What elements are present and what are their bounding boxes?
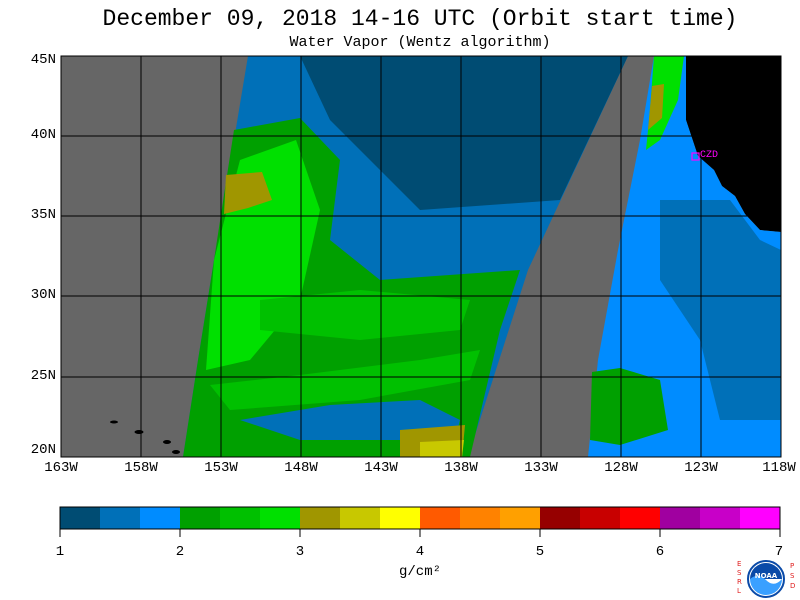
left-swath-dry-core — [300, 56, 628, 210]
colorbar-swatch — [740, 507, 780, 529]
colorbar-swatch — [460, 507, 500, 529]
island — [134, 430, 144, 434]
colorbar-swatch — [620, 507, 660, 529]
left-swath-band-b — [210, 350, 480, 410]
logo-letter: E — [737, 560, 741, 568]
colorbar-tick-6: 6 — [655, 544, 665, 560]
left-swath-band-a — [260, 290, 470, 340]
lat-label-20n: 20N — [30, 442, 56, 458]
colorbar-tick-5: 5 — [535, 544, 545, 560]
lon-label-163w: 163W — [44, 460, 78, 476]
colorbar-swatch — [580, 507, 620, 529]
colorbar-swatch — [220, 507, 260, 529]
logo-letter: R — [737, 578, 742, 586]
island — [110, 420, 118, 424]
land-area — [676, 56, 781, 232]
page-title: December 09, 2018 14-16 UTC (Orbit start… — [102, 6, 738, 32]
lon-label-128w: 128W — [604, 460, 638, 476]
lat-label-40n: 40N — [30, 127, 56, 143]
island — [172, 450, 180, 454]
station-marker — [691, 152, 700, 161]
colorbar-swatch — [100, 507, 140, 529]
logo-letter: S — [737, 569, 742, 577]
lat-label-25n: 25N — [30, 368, 56, 384]
colorbar-swatch — [540, 507, 580, 529]
lon-label-153w: 153W — [204, 460, 238, 476]
lat-label-30n: 30N — [30, 287, 56, 303]
lat-label-35n: 35N — [30, 207, 56, 223]
logo-letter: L — [737, 587, 741, 595]
colorbar-swatch — [420, 507, 460, 529]
colorbar-swatch — [60, 507, 100, 529]
logo-letter: P — [790, 562, 794, 570]
colorbar-units: g/cm² — [398, 564, 441, 580]
svg-text:NOAA: NOAA — [755, 572, 778, 580]
colorbar-swatch — [380, 507, 420, 529]
colorbar-tick-7: 7 — [774, 544, 784, 560]
station-label: CZD — [700, 150, 718, 161]
colorbar-tick-3: 3 — [295, 544, 305, 560]
colorbar-tick-4: 4 — [415, 544, 425, 560]
right-swath-coastal-olive — [648, 84, 664, 130]
right-swath-coastal-moist — [646, 56, 684, 150]
lon-label-148w: 148W — [284, 460, 318, 476]
page-subtitle: Water Vapor (Wentz algorithm) — [289, 34, 551, 51]
lon-label-123w: 123W — [684, 460, 718, 476]
lon-label-143w: 143W — [364, 460, 398, 476]
map-frame — [60, 55, 782, 458]
colorbar-swatch — [700, 507, 740, 529]
lon-label-133w: 133W — [524, 460, 558, 476]
colorbar-tick-2: 2 — [175, 544, 185, 560]
left-swath-peak-olive — [224, 172, 272, 214]
colorbar-swatch — [340, 507, 380, 529]
lat-label-45n: 45N — [30, 52, 56, 68]
lon-label-118w: 118W — [762, 460, 796, 476]
left-swath-edge-yellow — [420, 440, 464, 457]
colorbar-swatch — [660, 507, 700, 529]
colorbar-swatch — [180, 507, 220, 529]
island — [163, 440, 171, 444]
lon-label-138w: 138W — [444, 460, 478, 476]
lon-label-158w: 158W — [124, 460, 158, 476]
colorbar-swatch — [500, 507, 540, 529]
colorbar-swatch — [260, 507, 300, 529]
logo-letter: D — [790, 582, 795, 590]
logo-letter: S — [790, 572, 795, 580]
right-swath-south-moist — [590, 368, 668, 445]
colorbar-swatch — [300, 507, 340, 529]
colorbar-tick-1: 1 — [55, 544, 65, 560]
colorbar-swatch — [140, 507, 180, 529]
right-swath-offshore — [660, 200, 781, 420]
